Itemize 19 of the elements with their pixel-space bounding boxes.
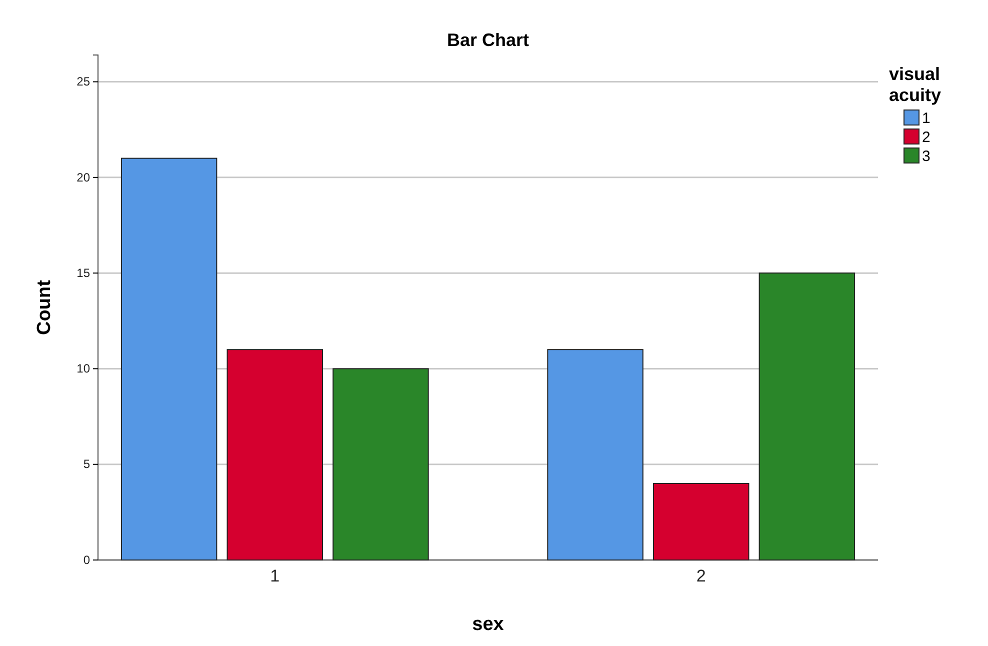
bar [226, 349, 324, 560]
legend-label: 1 [922, 110, 930, 127]
legend-title: visual acuity [889, 64, 942, 105]
y-axis-title: Count [34, 279, 55, 335]
chart-title: Bar Chart [446, 30, 530, 50]
bar [758, 272, 856, 560]
y-tick-label: 20 [76, 170, 90, 184]
y-tick-label: 15 [76, 266, 90, 280]
legend-label: 3 [922, 148, 930, 165]
bar [547, 349, 644, 560]
x-axis-title: sex [472, 614, 504, 635]
bar [652, 482, 750, 560]
y-tick-label: 0 [83, 552, 90, 567]
y-tick-label: 5 [83, 457, 90, 472]
y-tick-label: 25 [76, 74, 90, 89]
bar [332, 368, 429, 560]
legend-label: 2 [922, 129, 930, 146]
y-tick-label: 10 [76, 362, 90, 376]
bar [120, 158, 218, 560]
